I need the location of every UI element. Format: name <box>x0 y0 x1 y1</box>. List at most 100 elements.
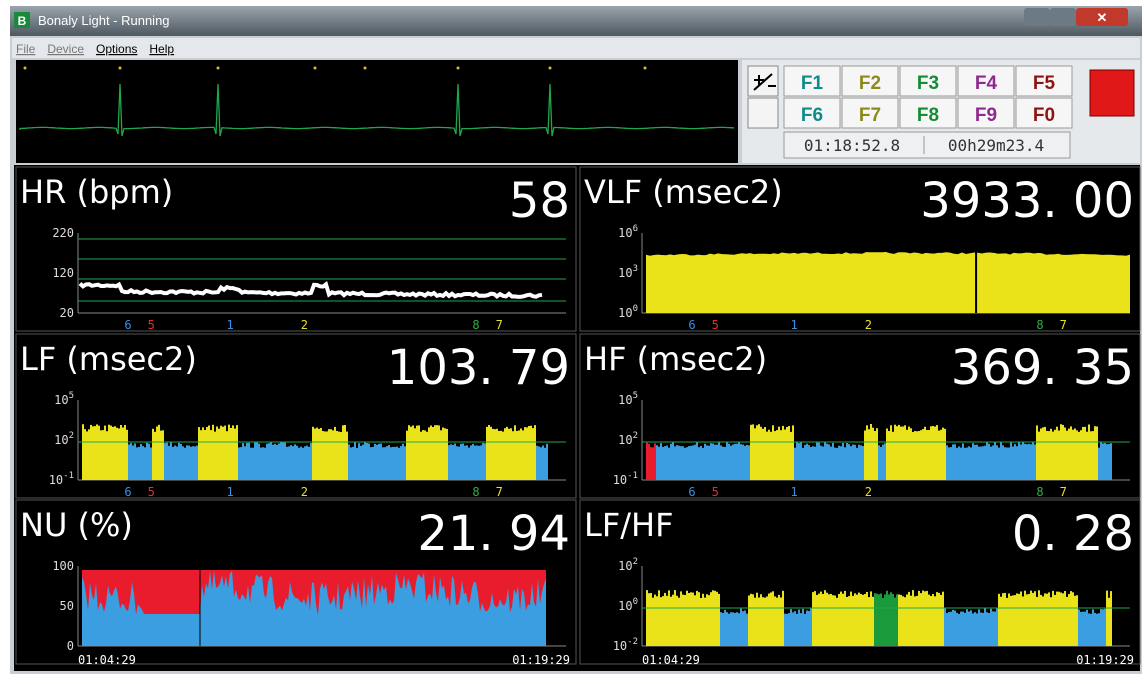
power-bar <box>708 445 710 480</box>
power-bar <box>184 447 186 480</box>
power-bar <box>684 447 686 480</box>
power-bar <box>244 446 246 480</box>
function-key[interactable] <box>899 97 957 129</box>
function-key[interactable] <box>783 97 841 129</box>
power-bar <box>1110 591 1112 646</box>
power-bar <box>96 424 98 480</box>
power-bar <box>404 446 406 480</box>
power-bar <box>348 444 350 480</box>
power-bar <box>814 446 816 480</box>
blank-button[interactable] <box>747 97 779 129</box>
power-bar <box>982 612 984 646</box>
panel-title: HF (msec2) <box>584 340 767 378</box>
function-key[interactable] <box>899 65 957 97</box>
function-key[interactable] <box>841 65 899 97</box>
power-bar <box>784 613 786 646</box>
menu-item[interactable]: Help <box>149 42 174 56</box>
power-bar <box>1098 447 1100 480</box>
power-bar <box>648 443 650 480</box>
power-bar <box>394 446 396 480</box>
nu-hf-area <box>82 570 546 646</box>
power-bar <box>704 443 706 480</box>
power-bar <box>730 612 732 646</box>
power-bar <box>200 430 202 480</box>
power-bar <box>784 429 786 480</box>
power-bar <box>666 595 668 646</box>
power-bar <box>234 428 236 480</box>
power-bar <box>1032 592 1034 646</box>
power-bar <box>482 443 484 480</box>
minimize-button[interactable] <box>1024 8 1050 26</box>
power-bar <box>966 447 968 480</box>
power-bar <box>124 425 126 480</box>
function-key[interactable] <box>841 97 899 129</box>
power-bar <box>754 597 756 646</box>
power-bar <box>84 429 86 480</box>
power-bar <box>380 443 382 480</box>
power-bar <box>1030 590 1032 646</box>
power-bar <box>476 445 478 480</box>
power-bar <box>486 426 488 480</box>
power-bar <box>728 443 730 480</box>
power-bar <box>142 446 144 480</box>
tick-label: 10-1 <box>613 471 638 487</box>
power-bar <box>696 442 698 480</box>
panel-value: 58 <box>509 173 570 229</box>
power-bar <box>410 426 412 480</box>
tick-base: 10 <box>618 599 632 613</box>
power-bar <box>958 613 960 646</box>
power-bar <box>1044 593 1046 646</box>
power-bar <box>1054 429 1056 480</box>
function-key[interactable] <box>957 97 1015 129</box>
power-bar <box>1098 613 1100 646</box>
power-bar <box>92 426 94 480</box>
power-bar <box>956 612 958 646</box>
power-bar <box>984 608 986 646</box>
power-bar <box>870 424 872 480</box>
tick-label: 120 <box>52 266 74 280</box>
function-key[interactable] <box>957 65 1015 97</box>
power-bar <box>1108 444 1110 480</box>
panel-border <box>15 499 577 665</box>
power-bar <box>1056 591 1058 646</box>
maximize-button[interactable] <box>1050 8 1076 26</box>
function-key-label: F6 <box>801 105 823 126</box>
power-bar <box>308 446 310 480</box>
function-key[interactable] <box>1015 97 1073 129</box>
power-bar <box>320 428 322 480</box>
power-bar <box>1058 591 1060 646</box>
power-bar <box>198 427 200 480</box>
power-bar <box>434 425 436 480</box>
menu-item[interactable]: Device <box>47 42 84 56</box>
tick-exp: 5 <box>69 391 74 401</box>
power-bar <box>776 597 778 646</box>
power-bar <box>1064 427 1066 480</box>
close-button[interactable] <box>1076 8 1128 26</box>
power-bar <box>176 446 178 480</box>
power-bar <box>248 442 250 480</box>
power-bar <box>1084 611 1086 646</box>
power-bar <box>694 595 696 646</box>
power-bar <box>804 444 806 480</box>
power-bar <box>1058 430 1060 480</box>
power-bar <box>400 446 402 480</box>
power-bar <box>538 446 540 480</box>
tick-label: 105 <box>54 391 74 407</box>
panel-title: LF/HF <box>584 506 673 544</box>
power-bar <box>100 430 102 480</box>
power-bar <box>376 444 378 480</box>
power-bar <box>1060 424 1062 480</box>
power-bar <box>1006 597 1008 646</box>
tick-base: 10 <box>54 393 68 407</box>
function-key[interactable] <box>1015 65 1073 97</box>
power-bar <box>1076 595 1078 646</box>
function-key[interactable] <box>783 65 841 97</box>
power-bar <box>1106 590 1108 646</box>
menu-item[interactable]: Options <box>96 42 137 56</box>
power-bar <box>508 428 510 480</box>
power-bar <box>188 445 190 480</box>
power-bar <box>1048 592 1050 646</box>
power-bar <box>862 594 864 646</box>
tick-label: 105 <box>618 391 638 407</box>
menu-item[interactable]: File <box>16 42 36 56</box>
